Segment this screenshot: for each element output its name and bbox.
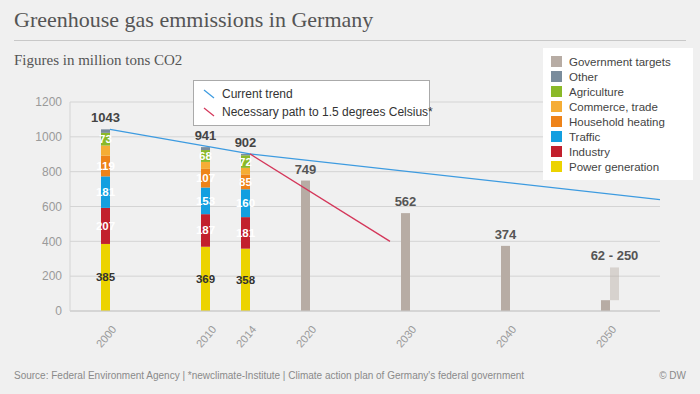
html-text:Greenhouse gas emmissions in G: Greenhouse gas emmissions in Germany xyxy=(14,7,374,32)
svg-text:2020: 2020 xyxy=(294,323,319,349)
html-text:Commerce, trade: Commerce, trade xyxy=(569,100,658,113)
svg-text:85: 85 xyxy=(239,176,252,188)
svg-text:2000: 2000 xyxy=(94,323,119,349)
svg-text:358: 358 xyxy=(236,274,256,286)
html-text:Power generation: Power generation xyxy=(569,160,660,173)
svg-text:207: 207 xyxy=(96,220,115,232)
svg-text:153: 153 xyxy=(196,195,215,207)
svg-text:2010: 2010 xyxy=(194,323,219,349)
svg-text:181: 181 xyxy=(96,186,116,198)
html-text:Current trend: Current trend xyxy=(222,87,293,101)
svg-text:1200: 1200 xyxy=(35,95,62,109)
svg-text:2030: 2030 xyxy=(394,323,419,349)
html-text:Traffic: Traffic xyxy=(569,130,601,143)
html-text:Household heating: Household heating xyxy=(569,115,665,128)
svg-text:73: 73 xyxy=(99,133,112,145)
svg-text:187: 187 xyxy=(196,224,215,236)
html-text:Other: Other xyxy=(569,70,598,83)
html-text:Agriculture: Agriculture xyxy=(569,85,624,98)
svg-text:562: 562 xyxy=(395,194,417,209)
html-text:© DW: © DW xyxy=(659,370,686,381)
svg-text:600: 600 xyxy=(42,200,62,214)
svg-text:749: 749 xyxy=(295,162,317,177)
svg-text:0: 0 xyxy=(55,304,62,318)
svg-text:119: 119 xyxy=(96,160,115,172)
svg-text:800: 800 xyxy=(42,165,62,179)
html-text:Figures in million tons CO2: Figures in million tons CO2 xyxy=(14,52,183,68)
svg-text:2014: 2014 xyxy=(234,323,259,349)
html-text:Industry: Industry xyxy=(569,145,610,158)
html-text:Source: Federal Environment Ag: Source: Federal Environment Agency | *ne… xyxy=(14,370,525,381)
svg-text:941: 941 xyxy=(195,128,217,143)
svg-text:72: 72 xyxy=(239,156,252,168)
svg-text:62 - 250: 62 - 250 xyxy=(591,248,639,263)
svg-text:181: 181 xyxy=(236,227,256,239)
svg-text:400: 400 xyxy=(42,235,62,249)
svg-text:374: 374 xyxy=(495,227,517,242)
html-text:Government targets: Government targets xyxy=(569,55,671,68)
svg-text:902: 902 xyxy=(235,135,257,150)
svg-text:2040: 2040 xyxy=(494,323,519,349)
svg-text:160: 160 xyxy=(236,197,255,209)
svg-text:1000: 1000 xyxy=(35,130,62,144)
svg-text:2050: 2050 xyxy=(594,323,619,349)
html-text:Necessary path to 1.5 degrees: Necessary path to 1.5 degrees Celsius* xyxy=(222,105,433,119)
svg-text:369: 369 xyxy=(196,273,215,285)
svg-text:1043: 1043 xyxy=(91,110,120,125)
svg-text:385: 385 xyxy=(96,271,116,283)
svg-text:200: 200 xyxy=(42,269,62,283)
svg-text:68: 68 xyxy=(199,150,212,162)
svg-text:107: 107 xyxy=(196,172,215,184)
